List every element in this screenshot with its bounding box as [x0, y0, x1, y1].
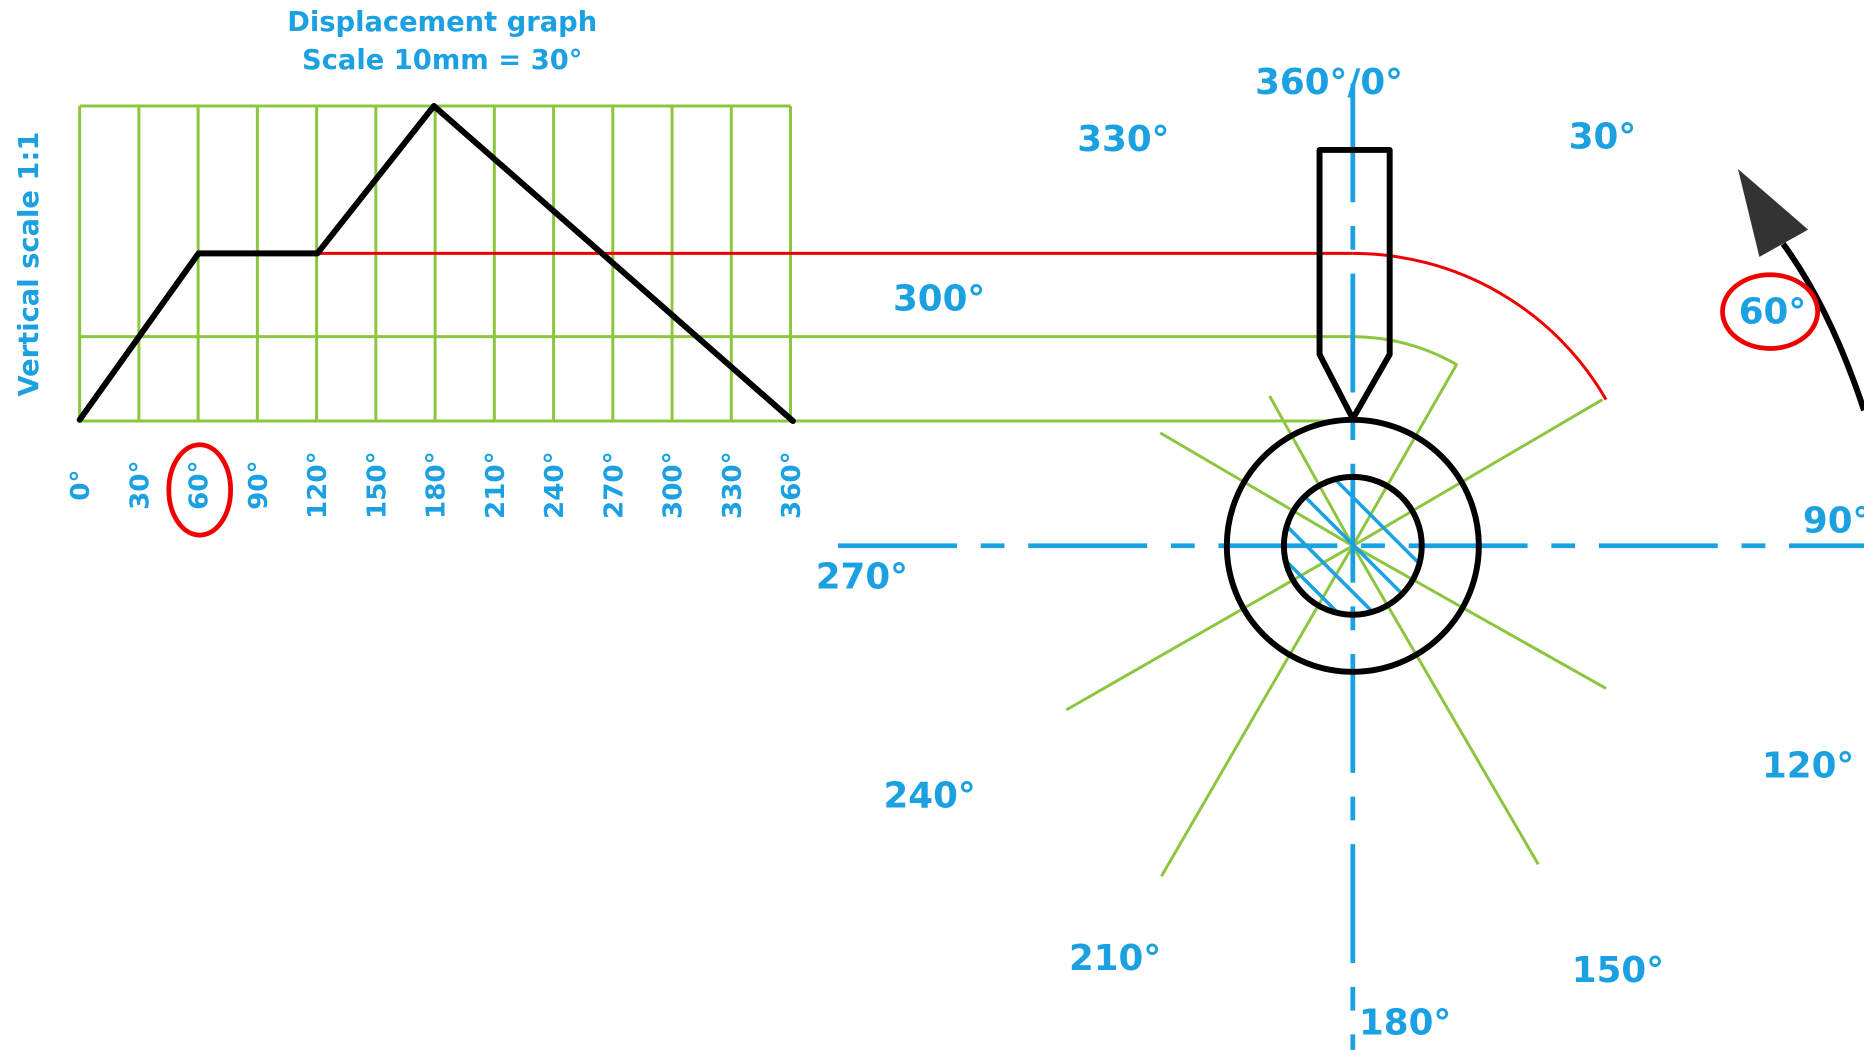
angle-label: 180°: [1359, 1002, 1451, 1043]
angle-label: 330°: [1077, 119, 1169, 160]
tick-label: 270°: [599, 451, 629, 519]
arc: [1352, 251, 1608, 401]
radial-lines: [1065, 364, 1607, 878]
angle-label: 360°/0°: [1255, 62, 1403, 103]
angle-label: 30°: [1569, 117, 1636, 158]
radial-line: [1159, 431, 1354, 548]
tick-label: 330°: [718, 451, 748, 519]
subtitle: Scale 10mm = 30°: [302, 45, 582, 76]
tick-label: 210°: [481, 451, 511, 519]
tick-label: 240°: [540, 451, 570, 519]
axis-label: Vertical scale 1:1: [14, 132, 45, 397]
follower: [1316, 146, 1393, 422]
cam-inner: [1280, 473, 1425, 618]
angle-label: 270°: [816, 557, 908, 598]
tick-label: 300°: [659, 451, 689, 519]
tick-label: 30°: [125, 460, 155, 509]
radial-line: [1268, 395, 1355, 547]
tick-label: 90°: [244, 460, 274, 509]
angle-label: 240°: [883, 775, 975, 816]
tick-label: 180°: [422, 451, 452, 519]
angle-label: 210°: [1069, 938, 1161, 979]
radial-line: [1352, 398, 1604, 548]
arc: [1352, 335, 1459, 367]
angle-label: 150°: [1572, 950, 1664, 991]
radial-line: [1352, 544, 1607, 690]
tick-label: 60°: [185, 460, 215, 509]
angle-label: 60°: [1739, 292, 1806, 333]
rotation-arrow: [1780, 242, 1864, 412]
angle-label: 300°: [893, 278, 985, 319]
arrow-head: [1737, 168, 1809, 257]
radial-line: [1351, 545, 1540, 866]
tick-label: 360°: [777, 451, 807, 519]
radial-line: [1065, 544, 1354, 712]
highlight: [1720, 272, 1821, 351]
angle-label: 120°: [1762, 746, 1854, 787]
tick-label: 120°: [303, 451, 333, 519]
tick-label: 150°: [362, 451, 392, 519]
highlight: [166, 442, 233, 538]
title: Displacement graph: [287, 7, 597, 38]
graph-grid: [78, 104, 793, 423]
displacement-curve: [76, 102, 796, 424]
angle-label: 90°: [1803, 501, 1864, 542]
radial-line: [1160, 545, 1355, 878]
tick-label: 0°: [66, 470, 96, 501]
